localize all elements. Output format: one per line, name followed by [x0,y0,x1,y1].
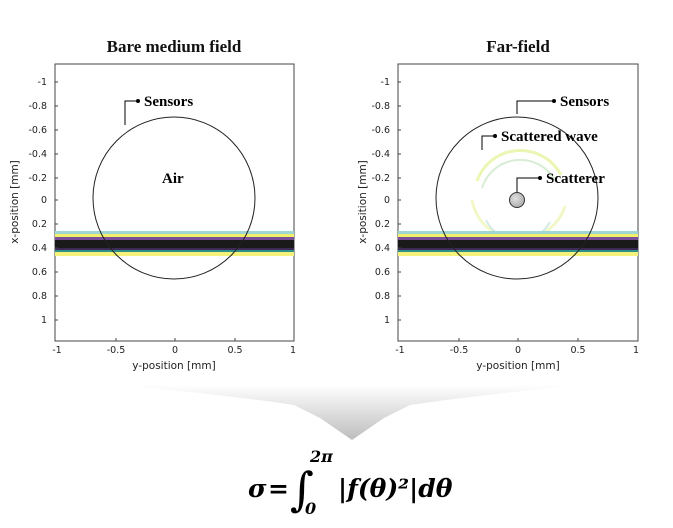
right-xlabel: y-position [mm] [476,360,559,372]
left-ytick-label: -0.4 [28,149,47,160]
scattered-wave-leader [481,135,494,150]
right-ylabel: x-position [mm] [357,160,369,244]
scatterer-dot [509,192,525,208]
left-xtick-label: 1 [290,345,296,356]
sigma-equation: σ = ∫ 2π 0 |f(θ)²|dθ [248,447,453,518]
equation-lower-limit: 0 [305,499,316,518]
left-layer-band [55,231,294,256]
down-arrow-icon [120,385,580,440]
right-sensors-label: Sensors [560,94,609,110]
right-xtick-label: 1 [633,345,639,356]
equation-lhs: σ [248,474,267,503]
equation-integrand: |f(θ)²|dθ [338,474,453,503]
left-ytick-label: 1 [41,315,47,326]
left-plot-frame [54,63,295,342]
right-ytick-label: 0.6 [375,267,390,278]
left-panel: Bare medium field -1 -0.8 [9,37,296,372]
left-xtick-label: -0.5 [107,345,126,356]
equation-equals: = [268,474,289,503]
left-sensor-circle [92,116,256,280]
left-ytick-label: 0 [41,195,47,206]
left-xtick-label: 0 [172,345,178,356]
right-panel-title: Far-field [486,37,550,56]
right-ytick-label: 0.2 [375,219,390,230]
right-layer-band [398,231,638,256]
left-ytick-label: -1 [38,77,47,88]
left-xtick-label: -1 [52,345,61,356]
right-ytick-label: 0.4 [375,243,390,254]
left-xtick-label: 0.5 [227,345,242,356]
scatterer-leader [516,177,539,192]
right-xtick-label: 0 [515,345,521,356]
right-sensors-leader [516,100,553,114]
right-ytick-label: -0.2 [371,173,390,184]
right-ytick-label: 0.8 [375,291,390,302]
right-ytick-label: 0 [384,195,390,206]
left-air-label: Air [162,171,184,187]
scattered-wave-label: Scattered wave [501,129,598,145]
left-sensors-leader [124,100,137,125]
right-tick-marks [398,81,579,341]
right-xtick-label: 0.5 [570,345,585,356]
right-panel: Far-field [357,37,639,372]
right-ytick-label: 1 [384,315,390,326]
left-ytick-label: 0.4 [32,243,47,254]
left-tick-marks [55,81,236,341]
left-ytick-label: 0.8 [32,291,47,302]
left-ytick-label: -0.6 [28,125,47,136]
left-xlabel: y-position [mm] [132,360,215,372]
left-ytick-label: 0.2 [32,219,47,230]
right-sensors-dot [552,99,556,103]
left-panel-title: Bare medium field [107,37,242,56]
left-ytick-label: -0.2 [28,173,47,184]
scatterer-label: Scatterer [546,171,605,187]
right-xtick-label: -1 [395,345,404,356]
left-ytick-label: 0.6 [32,267,47,278]
left-sensors-dot [136,99,140,103]
right-xtick-label: -0.5 [450,345,469,356]
right-sensor-circle [435,116,599,280]
right-ytick-label: -0.4 [371,149,390,160]
integral-sign-icon: ∫ [290,462,314,516]
left-ylabel: x-position [mm] [9,160,21,244]
scatterer-leader-dot [538,176,542,180]
right-ytick-label: -0.8 [371,101,390,112]
right-ytick-label: -0.6 [371,125,390,136]
equation-upper-limit: 2π [309,447,333,466]
right-ytick-label: -1 [381,77,390,88]
left-sensors-label: Sensors [144,94,193,110]
left-ytick-label: -0.8 [28,101,47,112]
scattered-wave-dot [493,134,497,138]
